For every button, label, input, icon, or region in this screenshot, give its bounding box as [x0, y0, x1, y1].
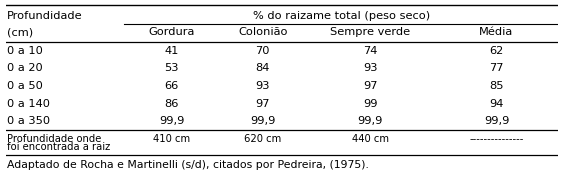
Text: (cm): (cm) [7, 27, 33, 38]
Text: 410 cm: 410 cm [153, 134, 190, 144]
Text: 53: 53 [164, 63, 179, 73]
Text: 97: 97 [255, 99, 270, 109]
Text: 93: 93 [363, 63, 378, 73]
Text: 66: 66 [164, 81, 179, 91]
Text: Colonião: Colonião [238, 27, 288, 38]
Text: 99,9: 99,9 [358, 116, 383, 126]
Text: 620 cm: 620 cm [244, 134, 281, 144]
Text: 99,9: 99,9 [250, 116, 275, 126]
Text: Profundidade: Profundidade [7, 11, 82, 21]
Text: 99: 99 [363, 99, 378, 109]
Text: Profundidade onde: Profundidade onde [7, 134, 101, 144]
Text: Sempre verde: Sempre verde [331, 27, 411, 38]
Text: 70: 70 [255, 46, 270, 56]
Text: % do raizame total (peso seco): % do raizame total (peso seco) [253, 11, 430, 21]
Text: 94: 94 [489, 99, 504, 109]
Text: 41: 41 [164, 46, 179, 56]
Text: Média: Média [479, 27, 514, 38]
Text: 0 a 50: 0 a 50 [7, 81, 43, 91]
Text: 85: 85 [489, 81, 504, 91]
Text: 0 a 20: 0 a 20 [7, 63, 42, 73]
Text: 97: 97 [363, 81, 378, 91]
Text: 0 a 140: 0 a 140 [7, 99, 50, 109]
Text: Gordura: Gordura [148, 27, 195, 38]
Text: 0 a 350: 0 a 350 [7, 116, 50, 126]
Text: 99,9: 99,9 [484, 116, 509, 126]
Text: 0 a 10: 0 a 10 [7, 46, 43, 56]
Text: 440 cm: 440 cm [352, 134, 389, 144]
Text: ---------------: --------------- [469, 134, 523, 144]
Text: 77: 77 [489, 63, 504, 73]
Text: foi encontrada a raiz: foi encontrada a raiz [7, 142, 110, 152]
Text: 84: 84 [255, 63, 270, 73]
Text: 62: 62 [490, 46, 504, 56]
Text: 99,9: 99,9 [159, 116, 184, 126]
Text: 93: 93 [255, 81, 270, 91]
Text: 74: 74 [363, 46, 378, 56]
Text: 86: 86 [164, 99, 179, 109]
Text: Adaptado de Rocha e Martinelli (s/d), citados por Pedreira, (1975).: Adaptado de Rocha e Martinelli (s/d), ci… [7, 160, 369, 170]
